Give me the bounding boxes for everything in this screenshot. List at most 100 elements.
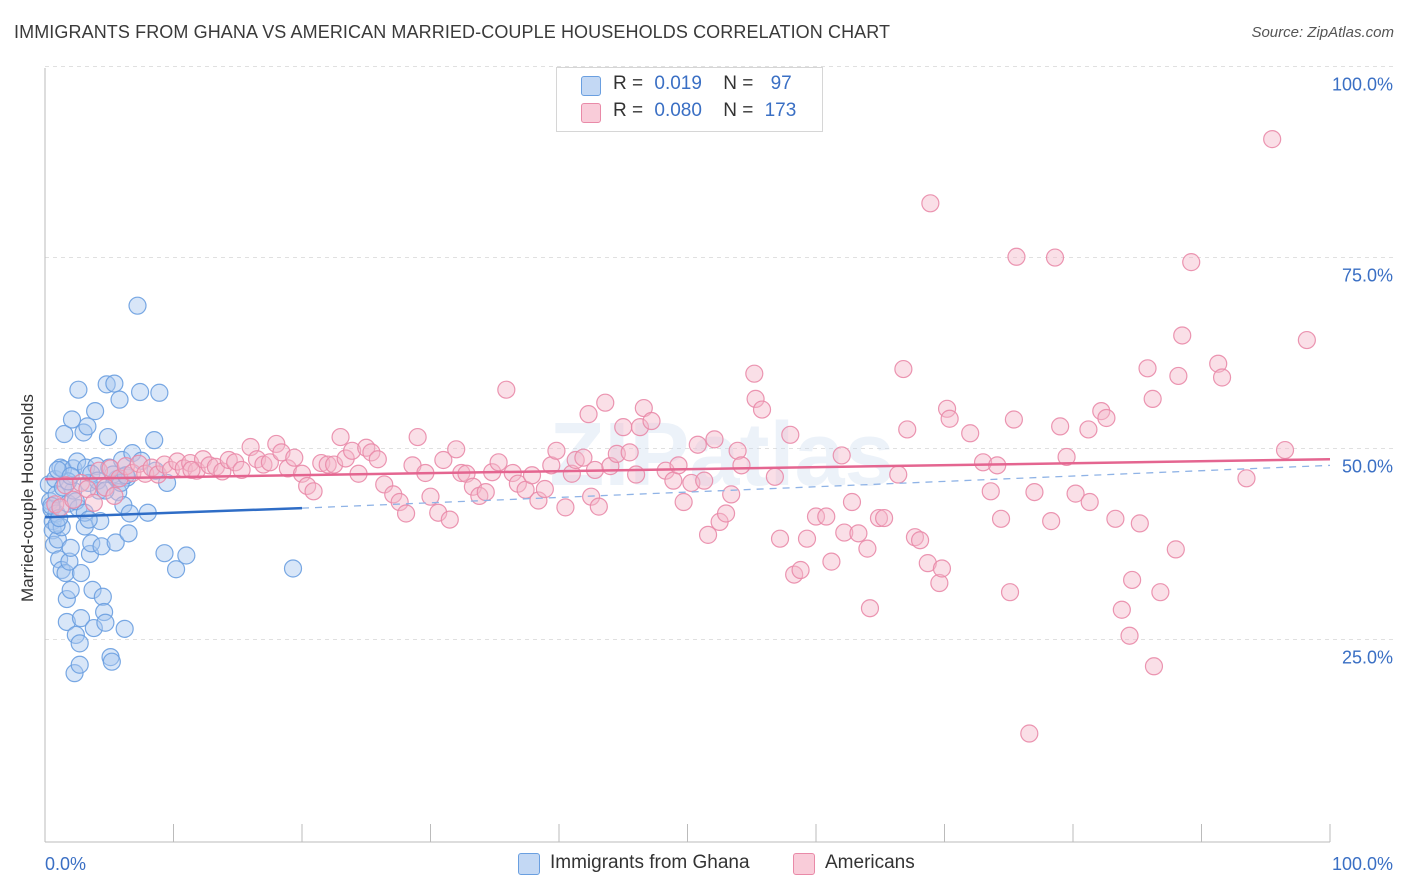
americans-point [1080,492,1099,512]
legend-n-label: N = [723,100,754,121]
americans-point [489,453,508,472]
americans-point [226,453,245,472]
ghana-point [150,383,169,402]
americans-point [781,425,800,444]
americans-point [1166,540,1185,559]
ghana-point [56,563,75,583]
americans-point [1143,389,1162,408]
ghana-point [70,655,89,674]
americans-point [105,486,124,506]
tick-labels: 25.0% 50.0% 75.0% 100.0% 0.0% 100.0% [45,75,1393,874]
legend-swatch-americans [581,103,601,123]
americans-point [1182,253,1201,272]
americans-point [716,504,736,523]
source-label: Source: ZipAtlas.com [1251,24,1394,41]
americans-point [664,471,683,490]
americans-point [1066,484,1085,503]
ghana-point [93,587,112,606]
ghana-point [84,618,103,638]
ghana-point [61,580,80,599]
ghana-point [82,534,101,553]
y-tick-label: 25.0% [1342,648,1393,668]
americans-point [1275,440,1295,460]
legend-n-label: N = [723,73,754,94]
americans-point [440,510,459,529]
ghana-point [283,559,303,578]
americans-point [765,467,784,486]
americans-point [562,464,581,483]
americans-point [642,411,661,431]
stats-legend: R = 0.019 N = 97 R = 0.080 N = 173 [556,67,823,132]
americans-point [981,482,1000,501]
ghana-point [57,612,76,632]
americans-point [910,531,930,550]
americans-point [921,194,940,213]
americans-point [1237,469,1256,488]
americans-point [522,466,542,485]
americans-point [669,456,688,475]
americans-point [1173,326,1192,345]
americans-point [898,420,917,439]
americans-point [1079,420,1098,439]
americans-point [325,455,344,474]
x-tick-label: 100.0% [1332,854,1393,874]
americans-point [1020,724,1039,743]
americans-point [626,465,646,484]
legend-text-americans: R = 0.080 N = 173 [613,100,796,122]
americans-point [1297,330,1316,350]
americans-point [56,476,75,495]
bottom-legend-label-ghana: Immigrants from Ghana [550,852,750,873]
americans-point [182,460,201,480]
americans-point [1106,509,1125,528]
americans-point [875,508,894,528]
americans-point [396,504,416,523]
ghana-point [78,417,97,436]
americans-point [421,487,440,506]
legend-r-value: 0.080 [654,100,702,121]
americans-point [375,475,394,494]
americans-point [991,509,1011,528]
americans-point [889,465,908,484]
ghana-point [96,613,115,632]
ghana-point [130,382,150,402]
americans-point [1042,512,1061,531]
americans-point [1051,417,1070,436]
americans-point [447,440,466,459]
americans-point [806,507,826,526]
y-axis-label-wrap: Married-couple Households [16,300,40,700]
bottom-legend-swatch-americans [793,853,815,875]
x-tick-label: 0.0% [45,854,86,874]
americans-point [1025,482,1044,502]
americans-point [817,507,836,526]
ghana-point [102,652,121,671]
americans-point [858,539,877,558]
ghana-point [110,390,129,409]
americans-point [589,497,608,516]
americans-point [822,552,841,571]
y-axis-label: Married-couple Households [18,394,37,602]
ghana-point [119,524,138,543]
americans-point [842,492,862,512]
ghana-point [83,580,102,599]
americans-point [797,529,817,548]
americans-point [930,573,949,593]
americans-point [285,448,304,467]
ghana-point [61,538,80,557]
bottom-legend-label-americans: Americans [825,852,915,873]
americans-point [232,460,251,480]
americans-point [940,409,959,428]
americans-point [1120,626,1139,645]
americans-point [535,479,554,499]
ghana-point [106,533,125,552]
americans-point [698,525,718,544]
americans-point [860,599,880,618]
americans-point [620,443,639,462]
ghana-point [86,402,105,421]
americans-point [869,508,889,528]
trend-lines [44,457,1331,519]
ghana-point [61,466,80,486]
legend-n-value: 97 [770,73,792,94]
americans-point [770,529,790,548]
americans-point [1123,570,1142,590]
